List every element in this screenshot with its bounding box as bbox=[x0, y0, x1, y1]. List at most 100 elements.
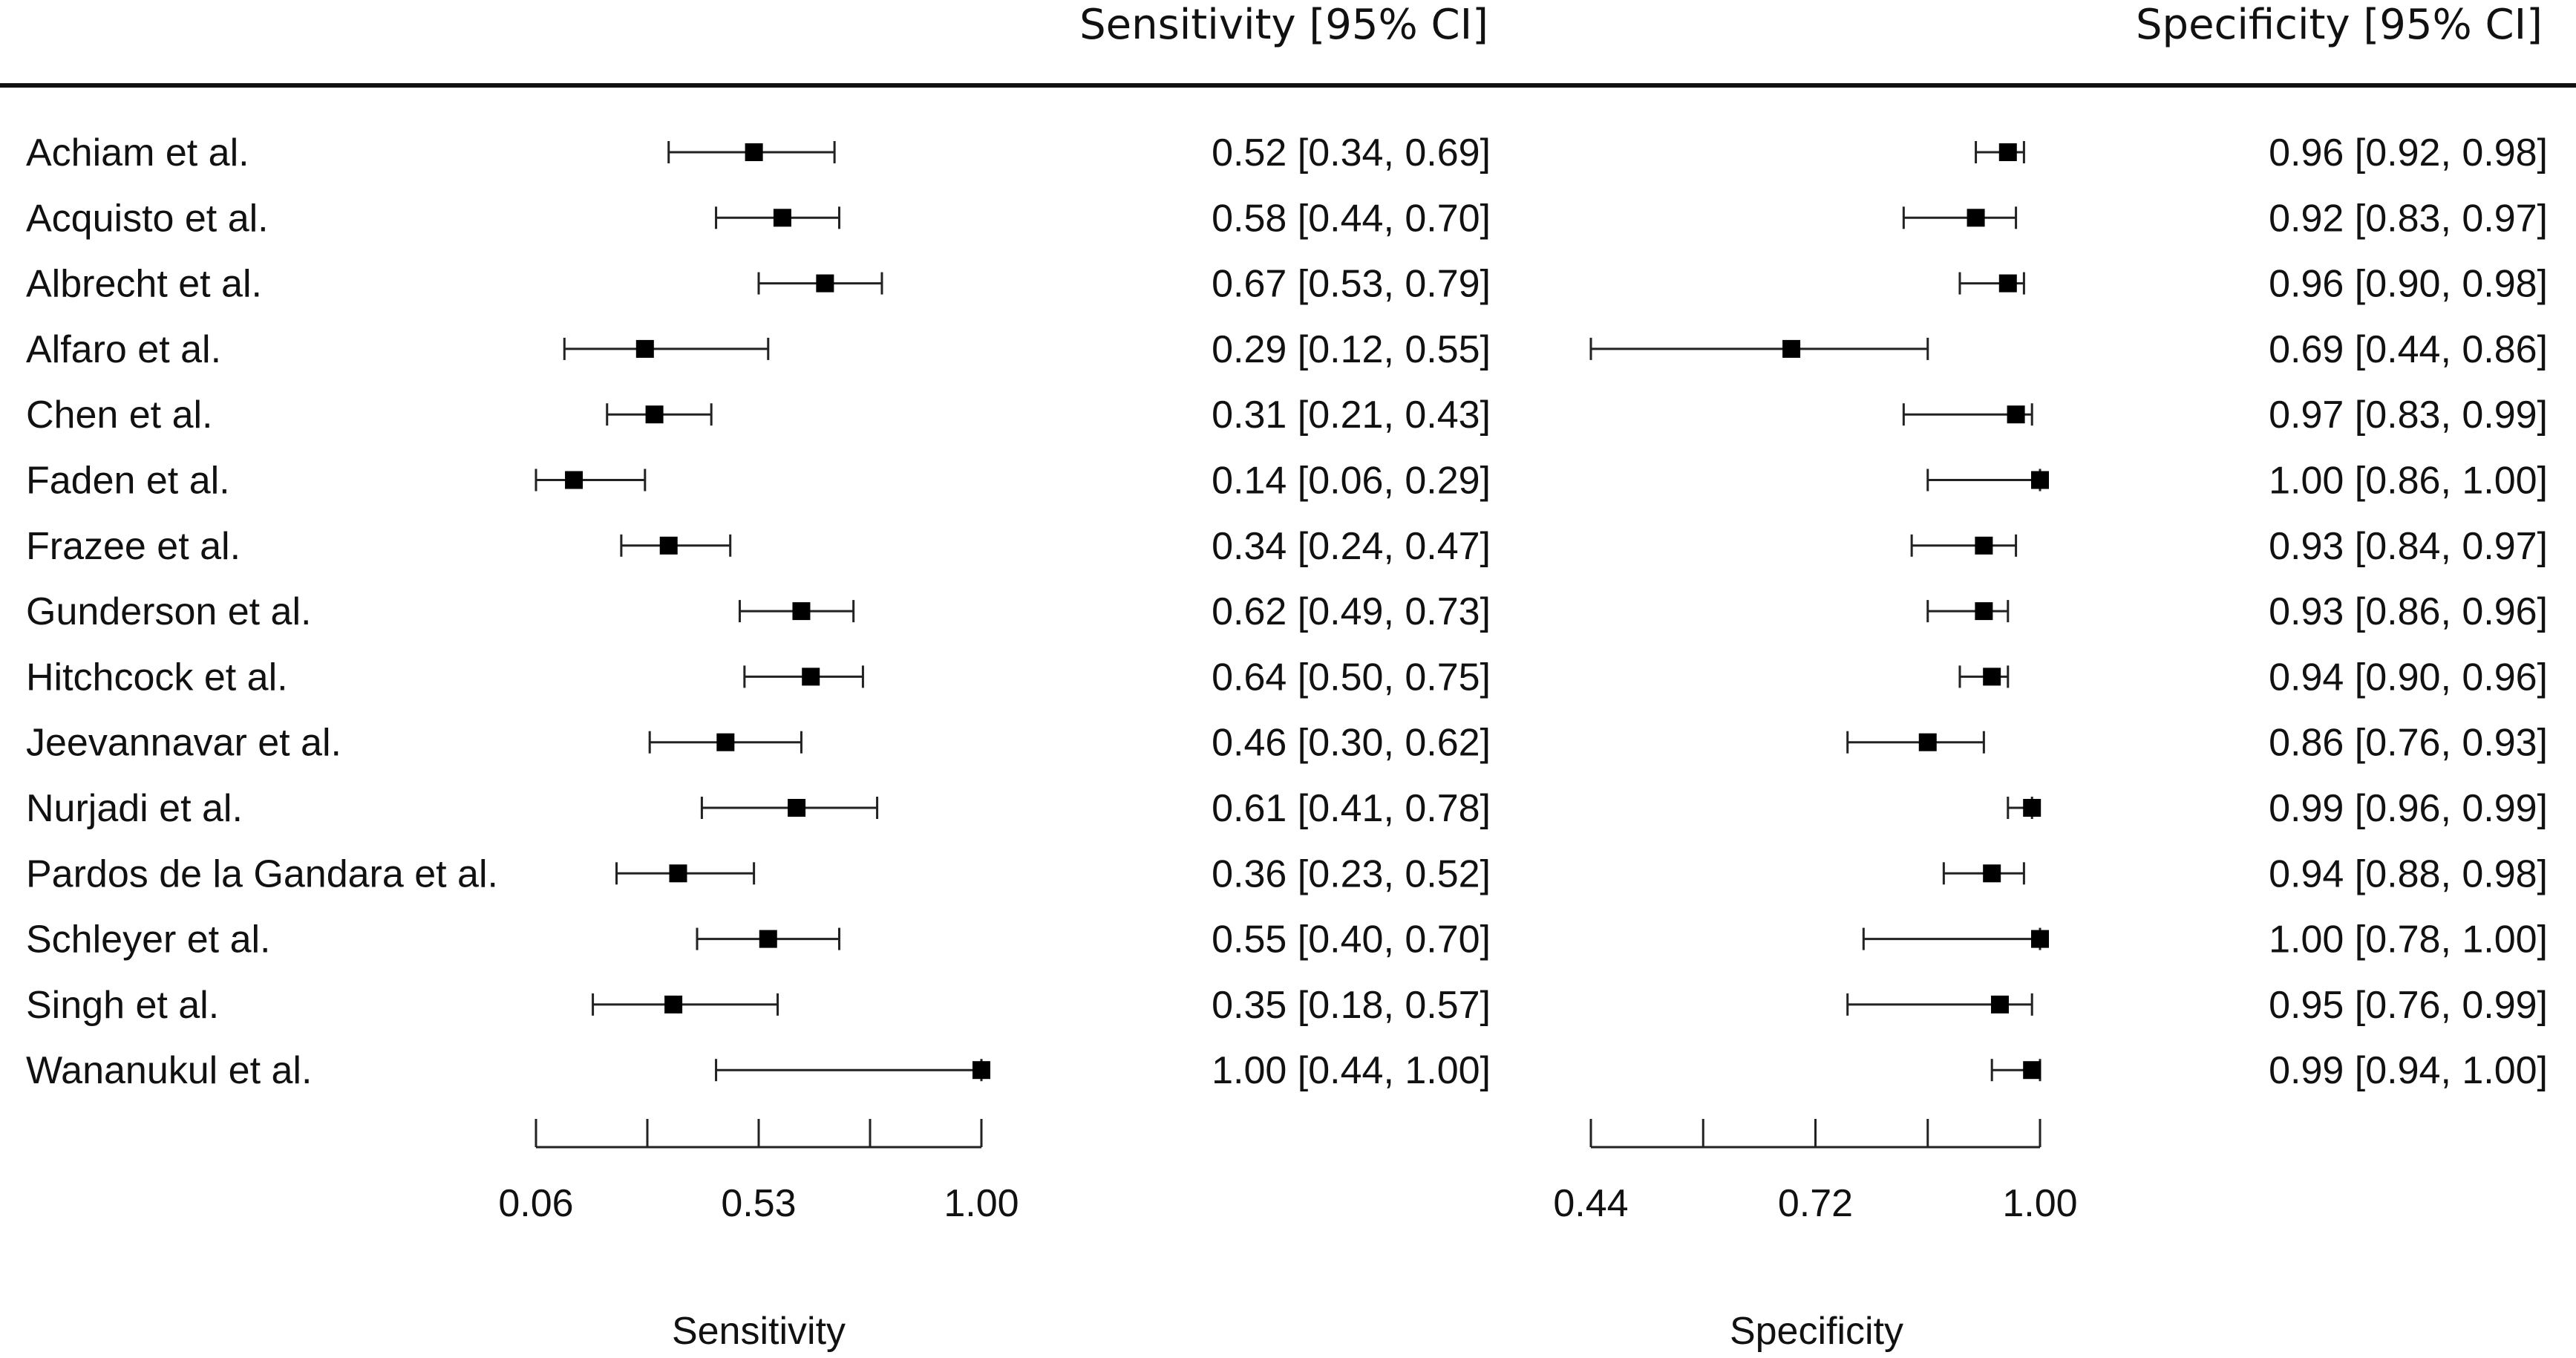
sensitivity-point-estimate bbox=[664, 995, 683, 1013]
specificity-ci-row bbox=[1846, 731, 1985, 754]
sensitivity-estimate-label: 0.58 [0.44, 0.70] bbox=[1212, 197, 1491, 240]
study-label: Singh et al. bbox=[26, 984, 219, 1027]
study-label: Chen et al. bbox=[26, 394, 213, 437]
sensitivity-estimate-label: 0.62 [0.49, 0.73] bbox=[1212, 590, 1491, 633]
study-label: Jeevannavar et al. bbox=[26, 722, 341, 765]
specificity-point-estimate bbox=[1975, 536, 1993, 555]
specificity-ci-row bbox=[1975, 141, 2025, 163]
sensitivity-axis-label: Sensitivity bbox=[672, 1310, 846, 1353]
specificity-estimate-label: 0.95 [0.76, 0.99] bbox=[2269, 984, 2548, 1027]
sensitivity-ci-row bbox=[743, 665, 864, 688]
sensitivity-estimate-label: 0.46 [0.30, 0.62] bbox=[1212, 722, 1491, 765]
study-labels: Achiam et al. Acquisto et al. Albrecht et … bbox=[26, 131, 498, 1092]
sensitivity-point-estimate bbox=[816, 274, 834, 293]
study-label: Albrecht et al. bbox=[26, 263, 262, 306]
sensitivity-ci-row bbox=[700, 797, 879, 819]
sensitivity-ci-row bbox=[592, 993, 779, 1016]
specificity-estimate-label: 0.94 [0.88, 0.98] bbox=[2269, 852, 2548, 895]
specificity-ci-row bbox=[1902, 206, 2018, 229]
sensitivity-point-estimate bbox=[792, 602, 811, 621]
specificity-point-estimate bbox=[1975, 602, 1993, 621]
study-label: Hitchcock et al. bbox=[26, 656, 288, 699]
specificity-point-estimate bbox=[1998, 274, 2017, 293]
sensitivity-estimate-label: 0.29 [0.12, 0.55] bbox=[1212, 328, 1491, 371]
specificity-estimate-label: 0.93 [0.86, 0.96] bbox=[2269, 590, 2548, 633]
specificity-point-estimate bbox=[2031, 471, 2049, 489]
specificity-ci-row bbox=[2007, 797, 2041, 819]
sensitivity-ci-row bbox=[615, 862, 756, 885]
sensitivity-point-estimate bbox=[802, 667, 820, 686]
specificity-tick-label: 0.72 bbox=[1778, 1182, 1853, 1225]
sensitivity-tick-label: 0.06 bbox=[498, 1182, 573, 1225]
sensitivity-ci-row bbox=[738, 600, 855, 623]
specificity-estimate-label: 0.99 [0.94, 1.00] bbox=[2269, 1049, 2548, 1092]
specificity-ci-row bbox=[1926, 469, 2049, 492]
sensitivity-estimate-label: 0.36 [0.23, 0.52] bbox=[1212, 852, 1491, 895]
study-label: Alfaro et al. bbox=[26, 328, 221, 371]
study-label: Gunderson et al. bbox=[26, 590, 311, 633]
sensitivity-ci-row bbox=[715, 1059, 990, 1082]
sensitivity-point-estimate bbox=[659, 536, 678, 555]
sensitivity-estimate-label: 0.52 [0.34, 0.69] bbox=[1212, 131, 1491, 174]
study-label: Wananukul et al. bbox=[26, 1049, 312, 1092]
sensitivity-estimate-label: 0.55 [0.40, 0.70] bbox=[1212, 918, 1491, 962]
sensitivity-tick-label: 0.53 bbox=[721, 1182, 796, 1225]
specificity-ci-row bbox=[1589, 337, 1929, 360]
specificity-point-estimate bbox=[2023, 799, 2041, 817]
sensitivity-ci-row bbox=[620, 534, 732, 557]
sensitivity-estimate-label: 0.64 [0.50, 0.75] bbox=[1212, 656, 1491, 699]
specificity-ci-row bbox=[1846, 993, 2033, 1016]
column-headers: Sensitivity [95% CI] Specificity [95% CI… bbox=[1079, 1, 2543, 49]
specificity-ci-row bbox=[1902, 403, 2033, 426]
sensitivity-ci-row bbox=[563, 337, 770, 360]
specificity-estimate-label: 0.86 [0.76, 0.93] bbox=[2269, 722, 2548, 765]
specificity-estimate-label: 0.96 [0.90, 0.98] bbox=[2269, 263, 2548, 306]
specificity-ci-row bbox=[1958, 272, 2025, 295]
study-label: Faden et al. bbox=[26, 460, 230, 503]
sensitivity-point-estimate bbox=[759, 930, 777, 948]
study-label: Acquisto et al. bbox=[26, 197, 269, 240]
specificity-ci-row bbox=[1942, 862, 2025, 885]
specificity-tick-label: 1.00 bbox=[2002, 1182, 2077, 1225]
sensitivity-point-estimate bbox=[635, 339, 654, 358]
study-label: Schleyer et al. bbox=[26, 918, 271, 962]
specificity-point-estimate bbox=[2023, 1061, 2041, 1080]
specificity-point-estimate bbox=[1998, 143, 2017, 161]
sensitivity-estimate-label: 0.14 [0.06, 0.29] bbox=[1212, 460, 1491, 503]
specificity-panel: 0.96 [0.92, 0.98] 0.92 [0.83, 0.97] 0.96 [… bbox=[1553, 131, 2548, 1225]
sensitivity-estimate-label: 0.34 [0.24, 0.47] bbox=[1212, 525, 1491, 568]
specificity-estimate-label: 0.92 [0.83, 0.97] bbox=[2269, 197, 2548, 240]
specificity-ci-row bbox=[1958, 665, 2010, 688]
specificity-estimate-label: 0.94 [0.90, 0.96] bbox=[2269, 656, 2548, 699]
specificity-point-estimate bbox=[1983, 864, 2001, 883]
specificity-estimate-label: 0.69 [0.44, 0.86] bbox=[2269, 328, 2548, 371]
specificity-ci-row bbox=[1926, 600, 2010, 623]
sensitivity-point-estimate bbox=[645, 405, 664, 424]
specificity-x-axis: 0.44 0.72 1.00 bbox=[1553, 1119, 2078, 1225]
specificity-point-estimate bbox=[1967, 209, 1985, 227]
sensitivity-point-estimate bbox=[972, 1061, 990, 1080]
sensitivity-panel: 0.52 [0.34, 0.69] 0.58 [0.44, 0.70] 0.67 [… bbox=[498, 131, 1491, 1225]
specificity-point-estimate bbox=[1918, 733, 1937, 751]
specificity-ci-row bbox=[1990, 1059, 2041, 1082]
sensitivity-ci-row bbox=[667, 141, 836, 163]
sensitivity-estimate-label: 0.31 [0.21, 0.43] bbox=[1212, 394, 1491, 437]
sensitivity-column-header: Sensitivity [95% CI] bbox=[1079, 1, 1488, 49]
sensitivity-ci-row bbox=[715, 206, 841, 229]
specificity-estimate-label: 0.97 [0.83, 0.99] bbox=[2269, 394, 2548, 437]
sensitivity-estimate-label: 0.67 [0.53, 0.79] bbox=[1212, 263, 1491, 306]
study-label: Nurjadi et al. bbox=[26, 787, 243, 830]
specificity-ci-row bbox=[1862, 927, 2049, 950]
sensitivity-tick-label: 1.00 bbox=[944, 1182, 1019, 1225]
sensitivity-estimate-label: 1.00 [0.44, 1.00] bbox=[1212, 1049, 1491, 1092]
specificity-estimate-label: 1.00 [0.78, 1.00] bbox=[2269, 918, 2548, 962]
sensitivity-x-axis: 0.06 0.53 1.00 bbox=[498, 1119, 1019, 1225]
sensitivity-estimate-label: 0.61 [0.41, 0.78] bbox=[1212, 787, 1491, 830]
study-label: Pardos de la Gandara et al. bbox=[26, 852, 498, 895]
specificity-axis-label: Specificity bbox=[1730, 1310, 1903, 1353]
sensitivity-point-estimate bbox=[745, 143, 763, 161]
study-label: Frazee et al. bbox=[26, 525, 241, 568]
sensitivity-ci-row bbox=[648, 731, 802, 754]
sensitivity-point-estimate bbox=[773, 209, 791, 227]
